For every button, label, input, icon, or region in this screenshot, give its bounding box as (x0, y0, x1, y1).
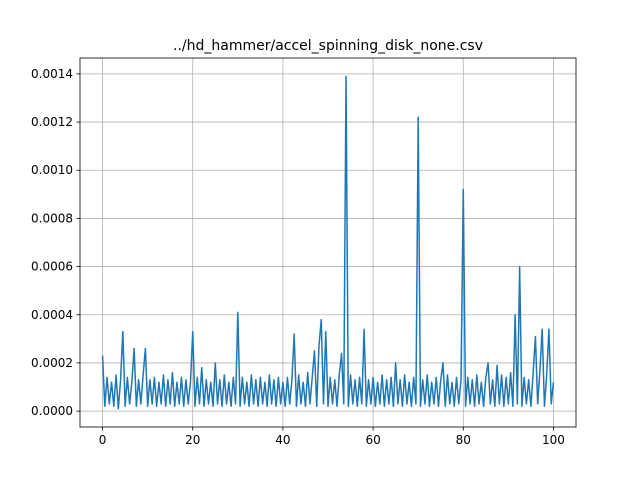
data-line (101, 75, 555, 410)
x-tick-label: 60 (365, 433, 380, 447)
x-tick-label: 40 (275, 433, 290, 447)
x-tick-label: 100 (542, 433, 565, 447)
plot-frame (79, 57, 577, 428)
y-tick-label: 0.0010 (31, 163, 73, 177)
chart-title: ../hd_hammer/accel_spinning_disk_none.cs… (173, 38, 483, 54)
x-tick-label: 0 (99, 433, 107, 447)
y-tick-label: 0.0002 (31, 356, 73, 370)
y-tick-label: 0.0000 (31, 404, 73, 418)
y-tick-label: 0.0006 (31, 260, 73, 274)
y-tick-label: 0.0004 (31, 308, 73, 322)
y-tick-label: 0.0012 (31, 115, 73, 129)
x-tick-label: 20 (185, 433, 200, 447)
x-tick-label: 80 (456, 433, 471, 447)
y-tick-label: 0.0014 (31, 67, 73, 81)
y-tick-label: 0.0008 (31, 211, 73, 225)
